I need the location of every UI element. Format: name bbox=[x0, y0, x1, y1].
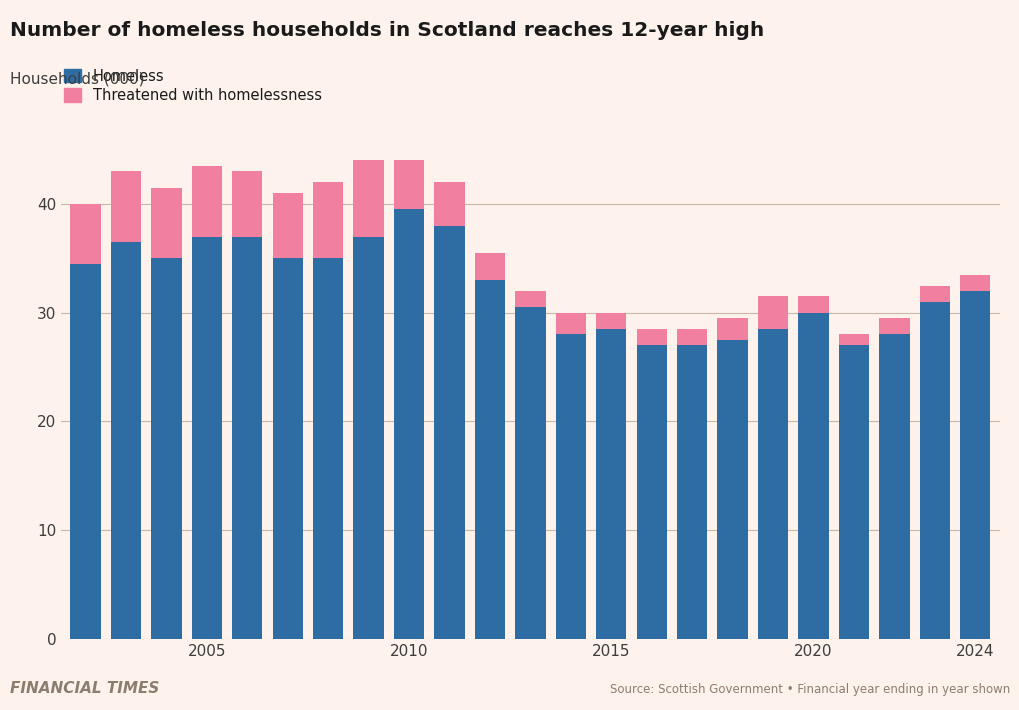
Bar bbox=[232, 171, 262, 236]
Bar bbox=[636, 329, 666, 345]
Bar bbox=[192, 236, 222, 639]
Bar bbox=[677, 345, 706, 639]
Bar bbox=[555, 334, 586, 639]
Bar bbox=[919, 285, 949, 302]
Bar bbox=[838, 334, 868, 345]
Bar bbox=[919, 302, 949, 639]
Text: Number of homeless households in Scotland reaches 12-year high: Number of homeless households in Scotlan… bbox=[10, 21, 763, 40]
Text: Source: Scottish Government • Financial year ending in year shown: Source: Scottish Government • Financial … bbox=[609, 683, 1009, 696]
Bar bbox=[111, 242, 141, 639]
Bar bbox=[354, 236, 383, 639]
Bar bbox=[555, 312, 586, 334]
Bar bbox=[393, 160, 424, 209]
Bar bbox=[354, 160, 383, 236]
Bar bbox=[636, 345, 666, 639]
Bar bbox=[434, 226, 465, 639]
Bar bbox=[393, 209, 424, 639]
Bar bbox=[959, 275, 989, 291]
Bar bbox=[878, 318, 909, 334]
Bar bbox=[151, 258, 181, 639]
Bar bbox=[474, 280, 504, 639]
Bar bbox=[757, 296, 788, 329]
Bar bbox=[313, 182, 343, 258]
Text: Households (000): Households (000) bbox=[10, 71, 145, 86]
Bar bbox=[798, 296, 827, 312]
Bar bbox=[474, 253, 504, 280]
Legend: Homeless, Threatened with homelessness: Homeless, Threatened with homelessness bbox=[64, 69, 322, 103]
Bar bbox=[677, 329, 706, 345]
Bar bbox=[151, 187, 181, 258]
Bar bbox=[111, 171, 141, 242]
Bar bbox=[434, 182, 465, 226]
Bar bbox=[70, 204, 101, 263]
Bar bbox=[878, 334, 909, 639]
Bar bbox=[272, 258, 303, 639]
Bar bbox=[232, 236, 262, 639]
Bar bbox=[515, 291, 545, 307]
Bar bbox=[272, 193, 303, 258]
Bar bbox=[595, 329, 626, 639]
Bar bbox=[515, 307, 545, 639]
Bar bbox=[757, 329, 788, 639]
Text: FINANCIAL TIMES: FINANCIAL TIMES bbox=[10, 681, 159, 696]
Bar bbox=[716, 340, 747, 639]
Bar bbox=[595, 312, 626, 329]
Bar bbox=[798, 312, 827, 639]
Bar bbox=[313, 258, 343, 639]
Bar bbox=[192, 166, 222, 236]
Bar bbox=[838, 345, 868, 639]
Bar bbox=[716, 318, 747, 340]
Bar bbox=[70, 263, 101, 639]
Bar bbox=[959, 291, 989, 639]
